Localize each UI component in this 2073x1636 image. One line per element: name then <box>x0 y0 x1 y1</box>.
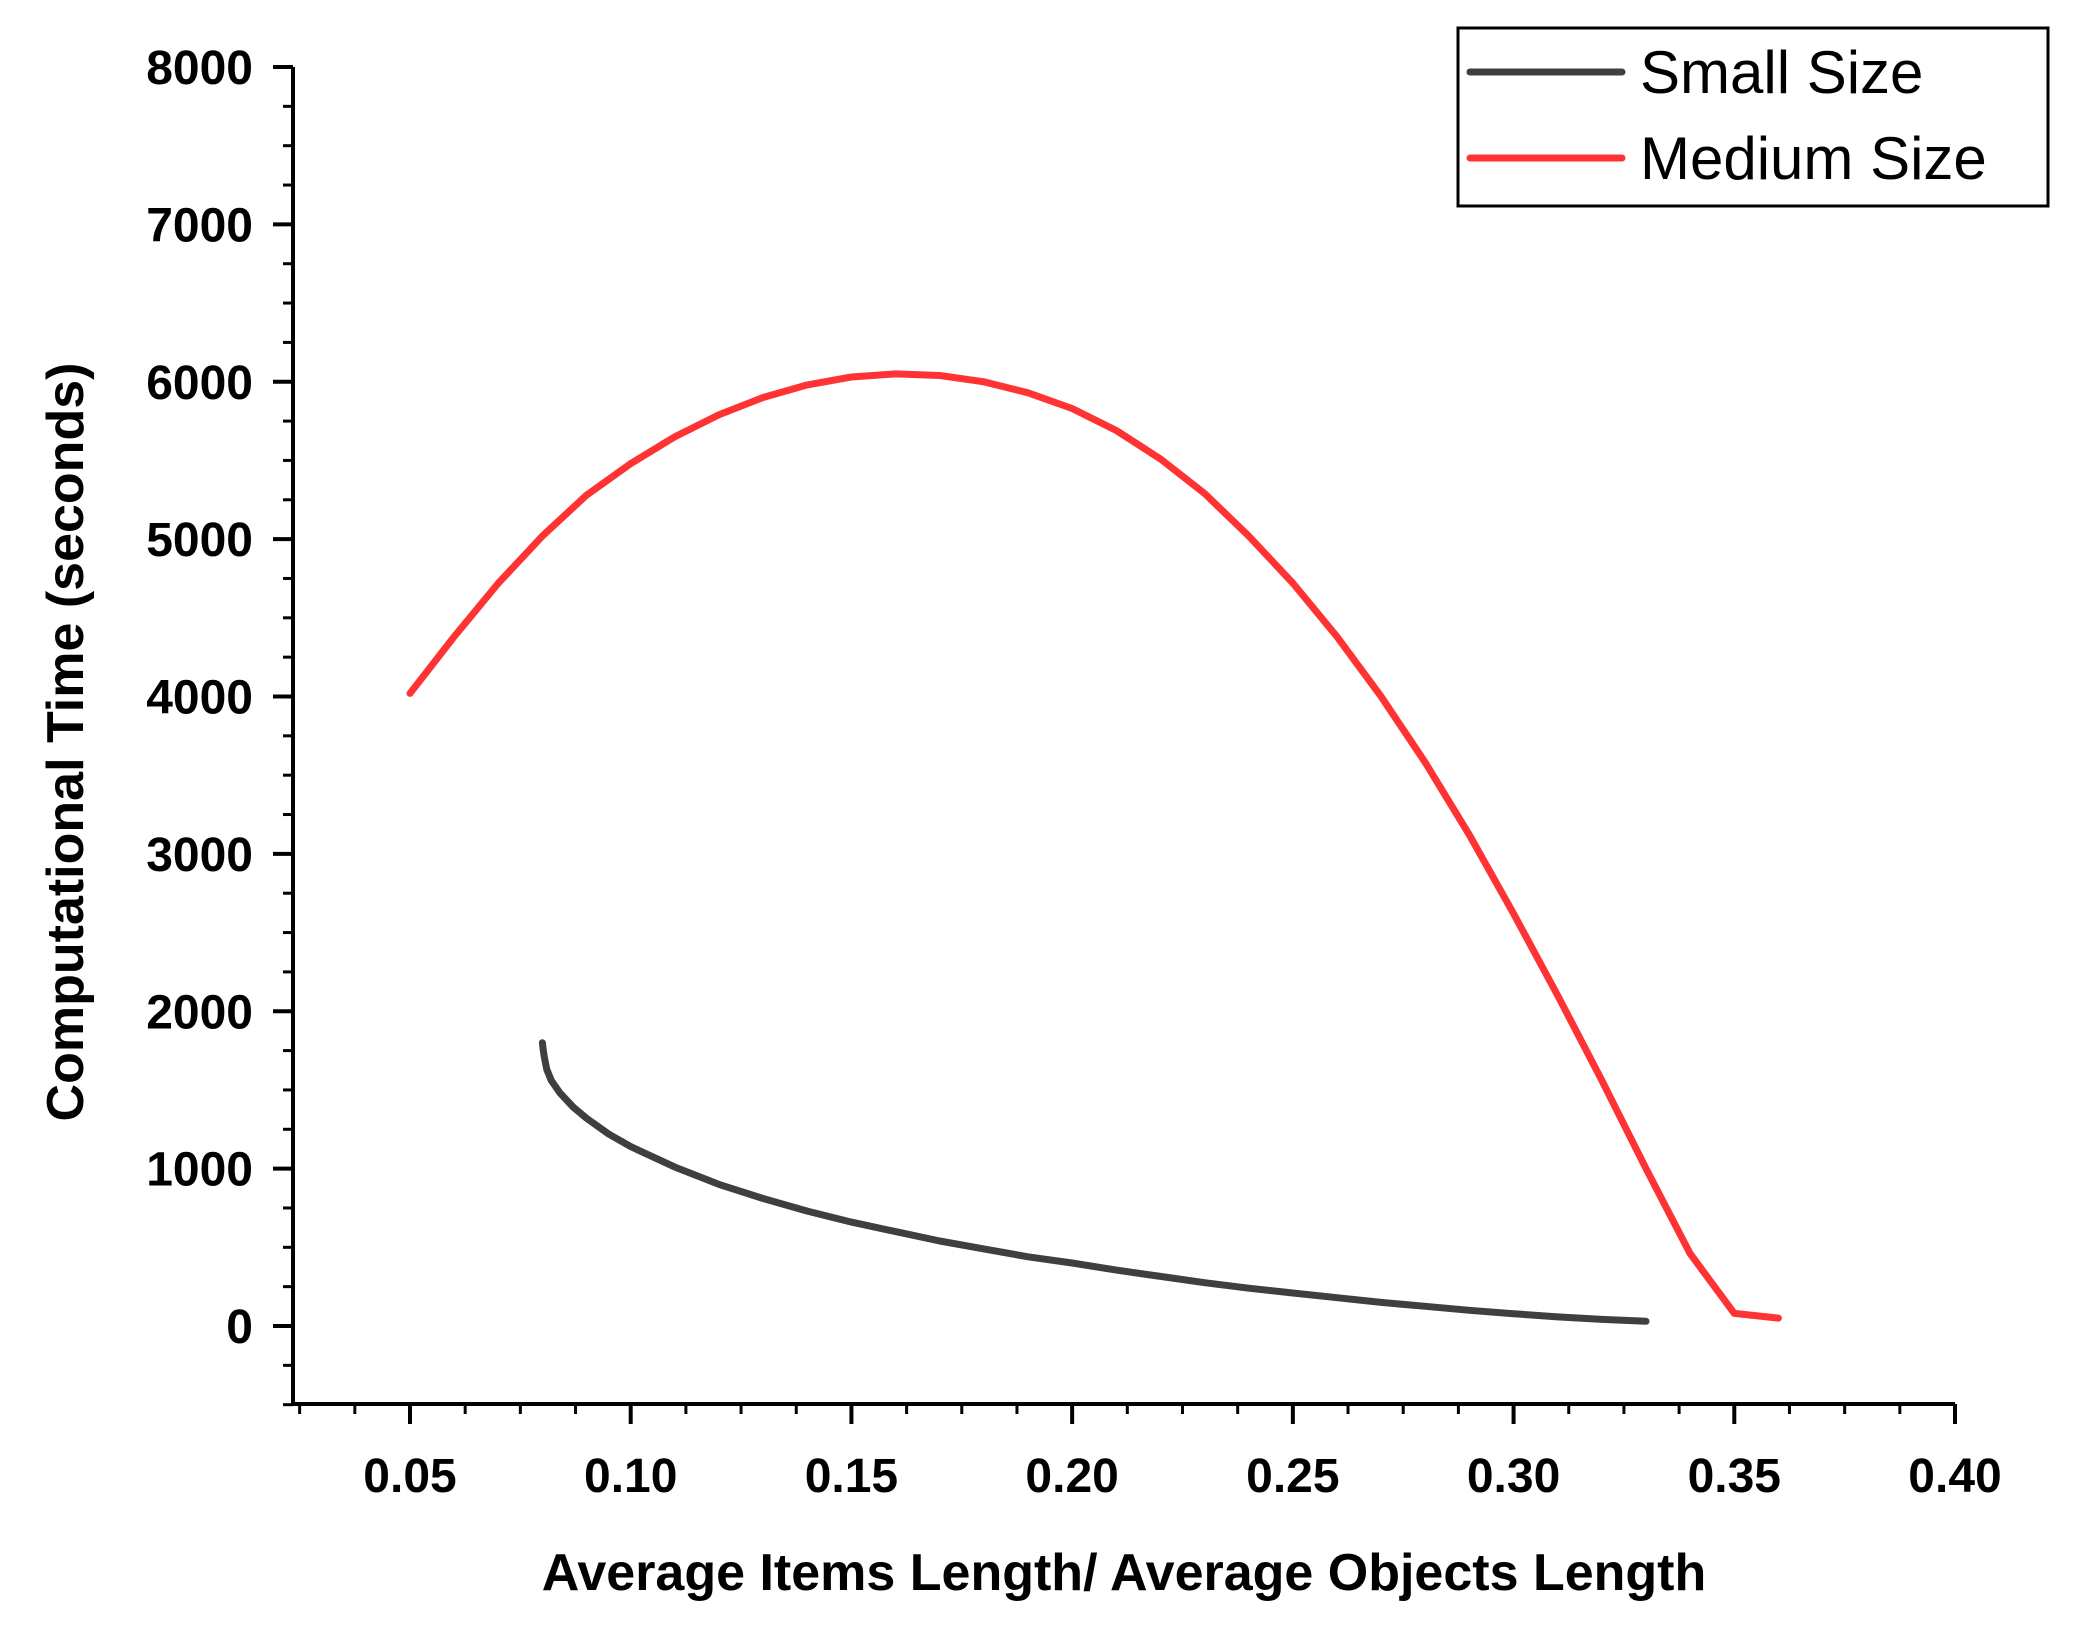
legend-label-small-size: Small Size <box>1640 39 1923 106</box>
x-tick-label: 0.30 <box>1467 1450 1560 1503</box>
y-axis: 0 1000 2000 3000 4000 5000 6000 7000 8000 <box>146 42 295 1407</box>
x-tick-label: 0.15 <box>805 1450 898 1503</box>
x-axis: 0.05 0.10 0.15 0.20 0.25 0.30 0.35 0.40 <box>293 1402 2002 1503</box>
y-tick-label: 5000 <box>146 514 253 567</box>
y-tick-label: 1000 <box>146 1144 253 1197</box>
y-tick-label: 8000 <box>146 42 253 95</box>
y-axis-title: Computational Time (seconds) <box>37 363 95 1122</box>
x-tick-label: 0.25 <box>1246 1450 1339 1503</box>
x-tick-label: 0.40 <box>1908 1450 2001 1503</box>
y-tick-label: 7000 <box>146 199 253 252</box>
series-line-small-size <box>538 1039 1650 1325</box>
series-line-medium-size <box>406 370 1782 1322</box>
y-tick-label: 3000 <box>146 829 253 882</box>
legend-box <box>1456 26 2050 208</box>
y-tick-label: 6000 <box>146 357 253 410</box>
y-tick-label: 0 <box>226 1301 253 1354</box>
x-tick-label: 0.05 <box>363 1450 456 1503</box>
legend-label-medium-size: Medium Size <box>1640 125 1987 192</box>
legend: Small Size Medium Size <box>1456 26 2050 208</box>
x-axis-title: Average Items Length/ Average Objects Le… <box>542 1544 1707 1602</box>
x-tick-label: 0.35 <box>1688 1450 1781 1503</box>
x-tick-label: 0.20 <box>1025 1450 1118 1503</box>
y-tick-label: 4000 <box>146 672 253 725</box>
x-tick-label: 0.10 <box>584 1450 677 1503</box>
y-tick-label: 2000 <box>146 986 253 1039</box>
series-layer <box>406 370 1782 1325</box>
